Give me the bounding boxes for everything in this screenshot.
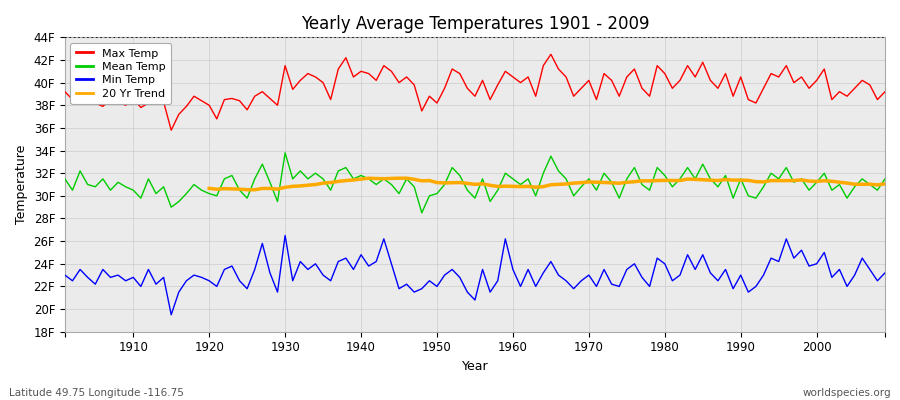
Title: Yearly Average Temperatures 1901 - 2009: Yearly Average Temperatures 1901 - 2009 [301, 15, 649, 33]
Y-axis label: Temperature: Temperature [15, 145, 28, 224]
Text: worldspecies.org: worldspecies.org [803, 388, 891, 398]
Legend: Max Temp, Mean Temp, Min Temp, 20 Yr Trend: Max Temp, Mean Temp, Min Temp, 20 Yr Tre… [70, 43, 171, 104]
Text: Latitude 49.75 Longitude -116.75: Latitude 49.75 Longitude -116.75 [9, 388, 184, 398]
X-axis label: Year: Year [462, 360, 489, 373]
